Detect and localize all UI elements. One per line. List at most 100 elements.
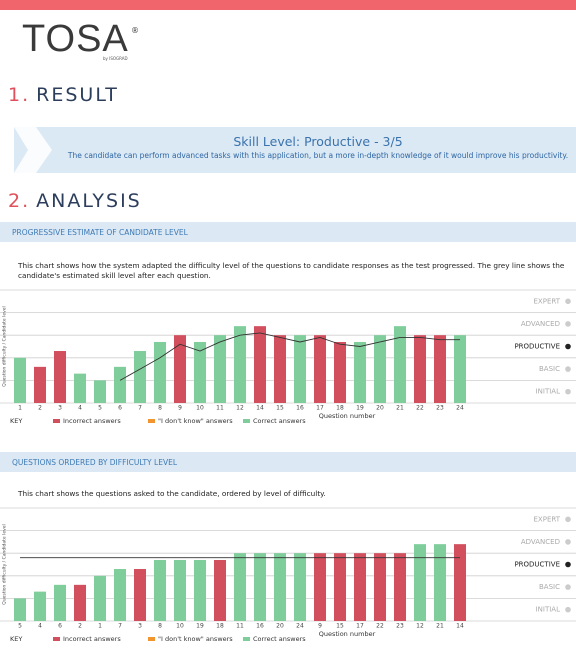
section-title: ANALYSIS <box>36 190 142 212</box>
x-tick-label: 14 <box>256 405 264 412</box>
bar <box>154 341 166 403</box>
bar <box>334 553 346 621</box>
x-tick-label: 8 <box>158 405 162 412</box>
y-tick-label: BASIC <box>539 583 560 591</box>
chart-header: PROGRESSIVE ESTIMATE OF CANDIDATE LEVEL <box>0 222 576 242</box>
x-tick-label: 23 <box>396 623 404 630</box>
bar <box>114 569 126 621</box>
y-axis-label: Question difficulty / Candidate level <box>2 306 8 387</box>
bar <box>394 553 406 621</box>
x-tick-label: 22 <box>416 405 424 412</box>
x-tick-label: 19 <box>356 405 364 412</box>
chart-description: This chart shows the questions asked to … <box>18 489 326 498</box>
section-heading: 2. ANALYSIS <box>8 190 142 212</box>
x-tick-label: 2 <box>78 623 82 630</box>
bar <box>54 584 66 621</box>
x-tick-label: 24 <box>296 623 304 630</box>
x-tick-label: 16 <box>256 623 264 630</box>
bar <box>154 559 166 621</box>
bar <box>54 351 66 403</box>
x-tick-label: 19 <box>196 623 204 630</box>
level-dot <box>565 321 571 327</box>
x-tick-label: 9 <box>178 405 182 412</box>
bar <box>374 553 386 621</box>
bar <box>254 326 266 403</box>
bar <box>454 544 466 621</box>
x-tick-label: 18 <box>216 623 224 630</box>
chart-header: QUESTIONS ORDERED BY DIFFICULTY LEVEL <box>0 452 576 472</box>
x-tick-label: 6 <box>118 405 122 412</box>
byline: by ISOGRAD <box>103 56 128 61</box>
bar <box>394 326 406 403</box>
x-tick-label: 18 <box>336 405 344 412</box>
bar <box>14 357 26 403</box>
section-number: 1. <box>8 84 31 106</box>
x-tick-label: 5 <box>98 405 102 412</box>
bar <box>274 553 286 621</box>
bar <box>14 598 26 621</box>
x-tick-label: 15 <box>276 405 284 412</box>
y-tick-label: PRODUCTIVE <box>514 343 560 351</box>
bar <box>74 584 86 621</box>
x-tick-label: 22 <box>376 623 384 630</box>
x-tick-label: 12 <box>236 405 244 412</box>
bar <box>174 559 186 621</box>
legend-label: Correct answers <box>253 635 306 643</box>
bar <box>354 553 366 621</box>
bar <box>174 335 186 403</box>
x-tick-label: 2 <box>38 405 42 412</box>
x-tick-label: 4 <box>38 623 42 630</box>
x-tick-label: 4 <box>78 405 82 412</box>
result-text: The candidate can perform advanced tasks… <box>67 151 569 160</box>
x-tick-label: 5 <box>18 623 22 630</box>
x-tick-label: 21 <box>436 623 444 630</box>
x-tick-label: 7 <box>138 405 142 412</box>
y-tick-label: PRODUCTIVE <box>514 561 560 569</box>
x-tick-label: 11 <box>216 405 224 412</box>
bar <box>94 575 106 621</box>
level-dot <box>565 584 571 590</box>
chart: EXPERT ADVANCED PRODUCTIVE BASIC INITIAL Ques… <box>0 289 576 425</box>
chart: EXPERT ADVANCED PRODUCTIVE BASIC INITIAL Ques… <box>0 507 576 643</box>
x-tick-label: 12 <box>416 623 424 630</box>
y-tick-label: BASIC <box>539 365 560 373</box>
bar <box>314 553 326 621</box>
x-tick-label: 8 <box>158 623 162 630</box>
legend-label: Incorrect answers <box>63 635 121 643</box>
x-tick-label: 15 <box>336 623 344 630</box>
bar <box>34 366 46 403</box>
y-tick-label: EXPERT <box>534 297 561 305</box>
bar <box>294 553 306 621</box>
section-title: RESULT <box>36 84 119 106</box>
bar <box>354 341 366 403</box>
bar <box>134 569 146 621</box>
bar <box>34 591 46 621</box>
bar <box>294 335 306 403</box>
bar <box>314 335 326 403</box>
bar <box>94 380 106 403</box>
bar <box>214 335 226 403</box>
chart-title: PROGRESSIVE ESTIMATE OF CANDIDATE LEVEL <box>12 228 188 237</box>
bar <box>194 341 206 403</box>
legend-swatch <box>53 419 60 423</box>
level-dot <box>565 516 571 523</box>
x-tick-label: 6 <box>58 623 62 630</box>
result-box <box>14 127 576 173</box>
level-dot <box>565 388 571 395</box>
x-tick-label: 10 <box>176 623 184 630</box>
y-tick-label: ADVANCED <box>521 320 560 328</box>
chart-title: QUESTIONS ORDERED BY DIFFICULTY LEVEL <box>12 458 177 467</box>
level-dot <box>565 366 571 372</box>
y-tick-label: INITIAL <box>536 388 560 396</box>
bar <box>274 335 286 403</box>
result-title: Skill Level: Productive - 3/5 <box>233 134 403 149</box>
x-tick-label: 20 <box>376 405 384 412</box>
legend-label: "I don't know" answers <box>158 417 233 425</box>
y-tick-label: EXPERT <box>534 515 561 523</box>
legend-swatch <box>243 637 250 641</box>
legend-label: Incorrect answers <box>63 417 121 425</box>
level-dot <box>565 343 571 350</box>
level-dot <box>565 539 571 545</box>
level-dot <box>565 606 571 613</box>
bar <box>74 373 86 403</box>
